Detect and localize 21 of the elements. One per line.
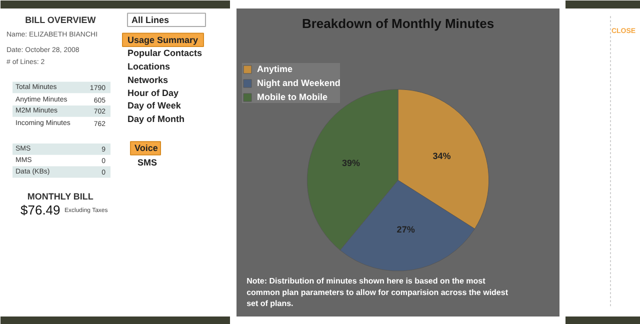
data-label: 34%	[432, 151, 451, 162]
text: Popular Contacts	[128, 48, 202, 58]
legend-label: Anytime	[257, 63, 293, 75]
text: Day of Month	[128, 114, 184, 124]
text: MONTHLY BILL	[27, 192, 94, 202]
text: Day of Week	[128, 100, 182, 110]
text: Hour of Day	[128, 88, 179, 98]
text: Usage Summary	[128, 34, 198, 45]
text: $76.49	[20, 202, 60, 218]
data-label: 27%	[396, 224, 415, 235]
data-label: 39%	[342, 158, 360, 168]
legend-label: Mobile to Mobile	[257, 91, 328, 103]
text: All Lines	[132, 14, 170, 25]
text: Voice	[134, 143, 158, 154]
text: Locations	[128, 61, 170, 72]
text: SMS	[138, 158, 158, 168]
chart-title: Breakdown of Monthly Minutes	[302, 16, 494, 32]
text: Note: Distribution of minutes shown here is based on the most common plan parameters to allow for comparision across the widest set of plans.	[246, 276, 508, 308]
text: Networks	[128, 74, 168, 85]
text: BILL OVERVIEW	[25, 14, 96, 25]
legend-label: Night and Weekend	[257, 77, 340, 89]
